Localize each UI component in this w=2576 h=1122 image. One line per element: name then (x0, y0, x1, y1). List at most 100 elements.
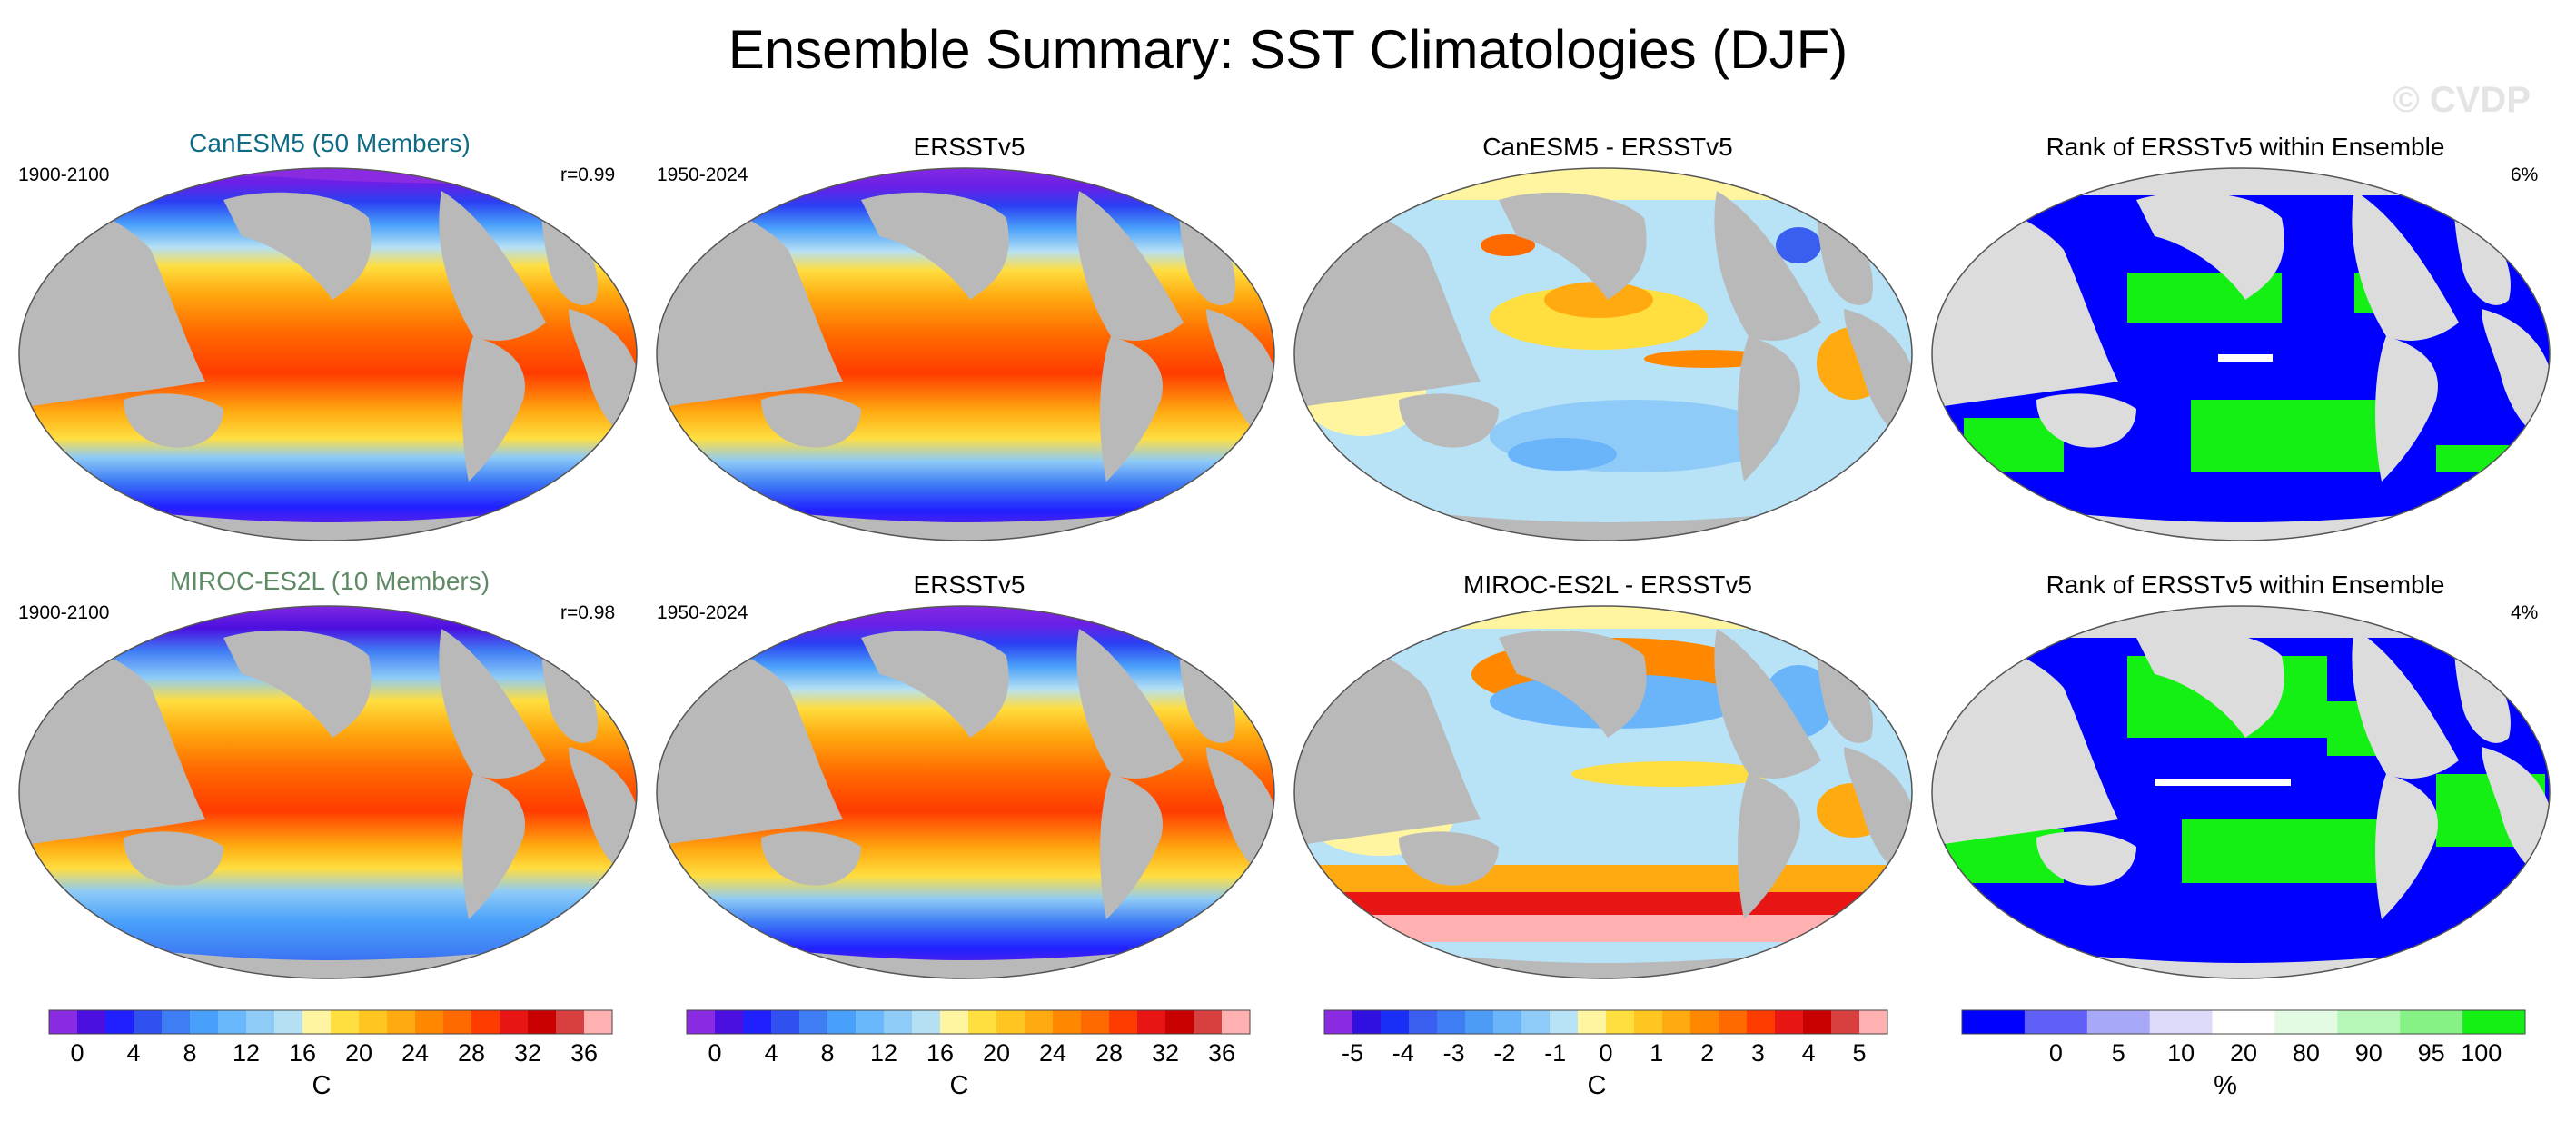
colorbar-swatch (2024, 1010, 2088, 1034)
row2-obs-years: 1950-2024 (657, 602, 748, 623)
colorbar-swatch (77, 1010, 106, 1034)
colorbar-swatch (218, 1010, 247, 1034)
colorbar-swatch (274, 1010, 303, 1034)
colorbar-swatch (584, 1010, 613, 1034)
colorbar-swatch (1081, 1010, 1110, 1034)
row2-correlation: r=0.98 (560, 602, 616, 623)
colorbar-tick-label: 100 (2461, 1039, 2502, 1067)
colorbar-swatch (1053, 1010, 1082, 1034)
map-ersstv5-climatology-2 (656, 605, 1275, 979)
row2-rank-percent: 4% (2511, 602, 2539, 623)
colorbar-tick-label: 0 (708, 1039, 721, 1067)
colorbar-swatch (1775, 1010, 1804, 1034)
colorbar-tick-label: 4 (126, 1039, 140, 1067)
colorbar-swatch (1690, 1010, 1719, 1034)
colorbar-swatch (940, 1010, 969, 1034)
row2-obs-title: ERSSTv5 (913, 571, 1025, 599)
colorbar-swatch (1578, 1010, 1607, 1034)
colorbar-swatch (1634, 1010, 1663, 1034)
colorbar-swatch (1409, 1010, 1438, 1034)
colorbar-frame (686, 1009, 1251, 1035)
row1-correlation: r=0.99 (560, 164, 616, 185)
colorbar-unit-label: C (1588, 1071, 1607, 1099)
colorbar-sst-difference: -5 -4 -3 -2 -1 0 1 2 3 4 5 C (1323, 1009, 1888, 1099)
colorbar-swatch (1747, 1010, 1776, 1034)
colorbar-swatch (49, 1010, 78, 1034)
row1-diff-title: CanESM5 - ERSSTv5 (1482, 133, 1733, 161)
colorbar-swatch (996, 1010, 1025, 1034)
colorbar-tick-label: 8 (820, 1039, 834, 1067)
colorbar-swatch (162, 1010, 191, 1034)
colorbar-tick-label: -3 (1443, 1039, 1465, 1067)
colorbar-swatch (1859, 1010, 1888, 1034)
colorbar-tick-label: -5 (1342, 1039, 1363, 1067)
colorbar-swatch (2086, 1010, 2151, 1034)
colorbar-tick-label: 5 (1852, 1039, 1866, 1067)
colorbar-tick-label: 16 (926, 1039, 954, 1067)
colorbar-swatch (1521, 1010, 1551, 1034)
colorbar-tick-label: 12 (233, 1039, 260, 1067)
figure-title: Ensemble Summary: SST Climatologies (DJF… (728, 19, 1848, 80)
row2-diff-title: MIROC-ES2L - ERSSTv5 (1463, 571, 1752, 599)
colorbar-unit-label: % (2214, 1071, 2237, 1099)
colorbar-swatch (2400, 1010, 2463, 1034)
colorbar-swatch (1222, 1010, 1251, 1034)
colorbar-tick-label: 12 (870, 1039, 897, 1067)
colorbar-tick-label: 16 (289, 1039, 316, 1067)
colorbar-tick-label: 28 (458, 1039, 485, 1067)
colorbar-swatch (1437, 1010, 1466, 1034)
colorbar-tick-label: 20 (345, 1039, 372, 1067)
colorbar-tick-label: 28 (1095, 1039, 1123, 1067)
colorbar-tick-label: 80 (2293, 1039, 2320, 1067)
colorbar-tick-label: 3 (1751, 1039, 1765, 1067)
colorbar-swatch (715, 1010, 744, 1034)
row2-model-years: 1900-2100 (18, 602, 110, 623)
colorbar-swatch (1109, 1010, 1138, 1034)
colorbar-swatch (2274, 1010, 2338, 1034)
colorbar-tick-label: 32 (514, 1039, 541, 1067)
colorbar-swatch (331, 1010, 360, 1034)
row1-model-title: CanESM5 (50 Members) (189, 129, 471, 157)
colorbar-swatch (2337, 1010, 2401, 1034)
colorbar-swatch (1719, 1010, 1748, 1034)
row2-model-title: MIROC-ES2L (10 Members) (169, 567, 490, 595)
row1-rank-percent: 6% (2511, 164, 2539, 185)
colorbar-swatch (528, 1010, 557, 1034)
colorbar-swatch (359, 1010, 388, 1034)
colorbar-swatch (2462, 1010, 2526, 1034)
colorbar-tick-label: 2 (1700, 1039, 1714, 1067)
colorbar-swatch (687, 1010, 716, 1034)
colorbar-tick-label: 24 (401, 1039, 429, 1067)
colorbar-swatch (968, 1010, 997, 1034)
colorbar-swatch (471, 1010, 500, 1034)
map-rank-ersstv5-2 (1931, 605, 2551, 979)
row1-rank-title: Rank of ERSSTv5 within Ensemble (2046, 133, 2445, 161)
colorbar-tick-label: -2 (1493, 1039, 1515, 1067)
colorbar-swatch (1165, 1010, 1194, 1034)
colorbar-sst-obs: 0 4 8 12 16 20 24 28 32 36 C (686, 1009, 1251, 1099)
colorbar-swatch (2149, 1010, 2214, 1034)
row1-obs-title: ERSSTv5 (913, 133, 1025, 161)
colorbar-tick-label: 4 (764, 1039, 778, 1067)
colorbar-swatch (443, 1010, 472, 1034)
colorbar-swatch (500, 1010, 529, 1034)
colorbar-tick-label: 5 (2112, 1039, 2125, 1067)
colorbar-tick-label: 90 (2355, 1039, 2383, 1067)
colorbar-swatch (1352, 1010, 1382, 1034)
colorbar-tick-label: 1 (1650, 1039, 1663, 1067)
colorbar-swatch (912, 1010, 941, 1034)
colorbar-swatch (771, 1010, 800, 1034)
colorbar-tick-label: 36 (570, 1039, 598, 1067)
colorbar-unit-label: C (950, 1071, 969, 1099)
colorbar-swatch (1493, 1010, 1522, 1034)
watermark: © CVDP (2393, 80, 2531, 120)
colorbar-swatch (1324, 1010, 1353, 1034)
colorbar-swatch (743, 1010, 772, 1034)
colorbar-tick-label: -4 (1392, 1039, 1414, 1067)
colorbar-tick-label: 24 (1039, 1039, 1066, 1067)
row2-rank-title: Rank of ERSSTv5 within Ensemble (2046, 571, 2445, 599)
colorbar-swatch (387, 1010, 416, 1034)
map-miroc-es2l-climatology (18, 605, 638, 979)
colorbar-swatch (1381, 1010, 1410, 1034)
colorbar-tick-label: 10 (2167, 1039, 2195, 1067)
